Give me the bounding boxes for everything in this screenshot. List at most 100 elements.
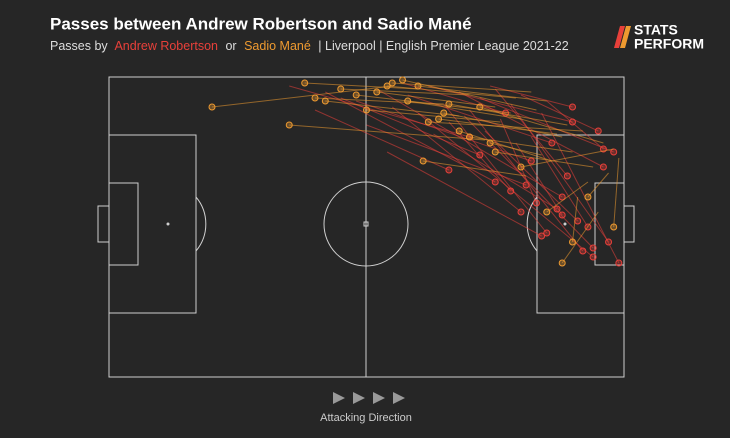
logo-text: PERFORM — [634, 36, 704, 52]
pass-line — [499, 118, 537, 204]
pass-line — [391, 106, 522, 213]
pass-line — [463, 115, 594, 249]
pass-end — [285, 121, 293, 129]
pass-line — [448, 103, 568, 126]
pass-end — [584, 193, 592, 201]
pass-end — [311, 94, 319, 102]
pass-end — [352, 91, 360, 99]
pass-line — [561, 211, 599, 264]
pass-line — [469, 109, 584, 252]
pass-end — [337, 85, 345, 93]
pass-line — [613, 157, 620, 228]
penalty-arc — [195, 196, 207, 252]
pass-end — [388, 79, 396, 87]
pass-end — [373, 88, 381, 96]
pass-line — [489, 142, 542, 156]
penalty-spot — [166, 222, 170, 226]
logo-mark — [620, 26, 631, 48]
pass-line — [304, 82, 419, 90]
pass-end — [476, 103, 484, 111]
pass-line — [459, 130, 553, 162]
pass-line — [438, 118, 558, 135]
pass-line — [402, 79, 537, 111]
legend-entry: Andrew Robertson — [114, 39, 218, 53]
pass-line — [340, 97, 480, 156]
pass-end — [599, 163, 607, 171]
penalty-spot — [563, 222, 567, 226]
pass-end — [517, 208, 525, 216]
direction-arrows — [333, 392, 405, 404]
pass-line — [479, 97, 614, 153]
pass-line — [423, 160, 527, 177]
pass-end — [435, 115, 443, 123]
subtitle-suffix: | Liverpool | English Premier League 202… — [318, 39, 568, 53]
pass-end — [558, 211, 566, 219]
subtitle-prefix: Passes by — [50, 39, 108, 53]
pass-end — [589, 253, 597, 261]
arrow — [373, 392, 385, 404]
pass-line — [314, 97, 444, 105]
pass-line — [387, 85, 516, 99]
goal — [623, 205, 635, 243]
goal — [97, 205, 110, 243]
pass-end — [301, 79, 309, 87]
pass-end — [445, 166, 453, 174]
pass-line — [520, 148, 614, 168]
pass-line — [510, 103, 609, 243]
pass-end — [476, 151, 484, 159]
direction-label: Attacking Direction — [320, 412, 412, 424]
pass-line — [443, 112, 563, 138]
arrow — [393, 392, 405, 404]
pass-line — [587, 172, 609, 198]
pass-line — [572, 196, 579, 243]
pass-end — [548, 139, 556, 147]
logo-text: STATS — [634, 22, 678, 38]
pass-end — [486, 139, 494, 147]
arrow — [353, 392, 365, 404]
pass-end — [507, 187, 515, 195]
chart-title: Passes between Andrew Robertson and Sadi… — [50, 14, 472, 33]
pass-end — [589, 244, 597, 252]
pass-end — [594, 127, 602, 135]
pass-line — [546, 181, 589, 213]
pass-line — [289, 124, 485, 141]
subtitle-joiner: or — [225, 39, 236, 53]
pass-line — [484, 130, 578, 222]
pass-end — [445, 100, 453, 108]
pass-end — [517, 163, 525, 171]
passes — [208, 76, 623, 267]
centre-circle — [323, 181, 409, 267]
pass-end — [558, 193, 566, 201]
pass-line — [530, 136, 589, 228]
pass-line — [407, 100, 522, 120]
pass-end — [208, 103, 216, 111]
pass-end — [321, 97, 329, 105]
pass-line — [376, 88, 563, 198]
logo-mark — [614, 26, 625, 48]
pass-line — [495, 151, 594, 168]
pass-end — [424, 118, 432, 126]
pass-line — [376, 91, 496, 108]
pass-line — [211, 85, 393, 108]
pass-end — [363, 106, 370, 114]
pass-end — [563, 172, 571, 180]
pass-line — [386, 151, 542, 237]
legend-entry: Sadio Mané — [244, 39, 311, 53]
pass-end — [466, 133, 473, 141]
pass-end — [543, 208, 551, 216]
pass-line — [515, 142, 563, 216]
pass-end — [569, 118, 576, 126]
pass-end — [553, 205, 561, 213]
pass-end — [414, 82, 422, 90]
pass-end — [399, 76, 407, 84]
subtitle: Passes by Andrew Robertson or Sadio Mané… — [50, 39, 569, 53]
pass-end — [615, 259, 623, 267]
pass-end — [532, 199, 540, 207]
pass-line — [402, 82, 506, 114]
pass-end — [491, 148, 499, 156]
pass-end — [383, 82, 391, 90]
pass-line — [366, 124, 527, 186]
centre-spot — [363, 221, 369, 227]
